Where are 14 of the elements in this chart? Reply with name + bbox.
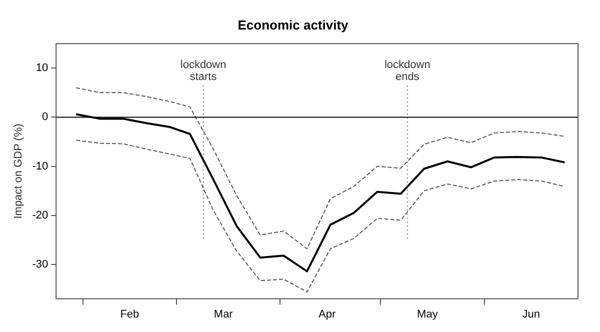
x-tick-label: Jun [522, 308, 540, 320]
y-tick-label: 0 [42, 111, 48, 124]
ref-line-label: lockdown starts [180, 59, 226, 84]
x-tick-label: Mar [214, 308, 234, 320]
y-tick-label: -30 [32, 258, 48, 270]
x-tick-label: May [417, 308, 438, 320]
y-axis-title: Impact on GDP (%) [12, 124, 25, 219]
chart-title: Economic activity [238, 17, 350, 32]
y-tick-label: -20 [32, 209, 48, 222]
y-tick-label: 10 [36, 62, 48, 74]
x-tick-label: Feb [120, 308, 140, 320]
y-tick-label: -10 [32, 160, 48, 172]
x-tick-label: Apr [318, 308, 336, 320]
ref-line-label: lockdown ends [384, 59, 430, 84]
